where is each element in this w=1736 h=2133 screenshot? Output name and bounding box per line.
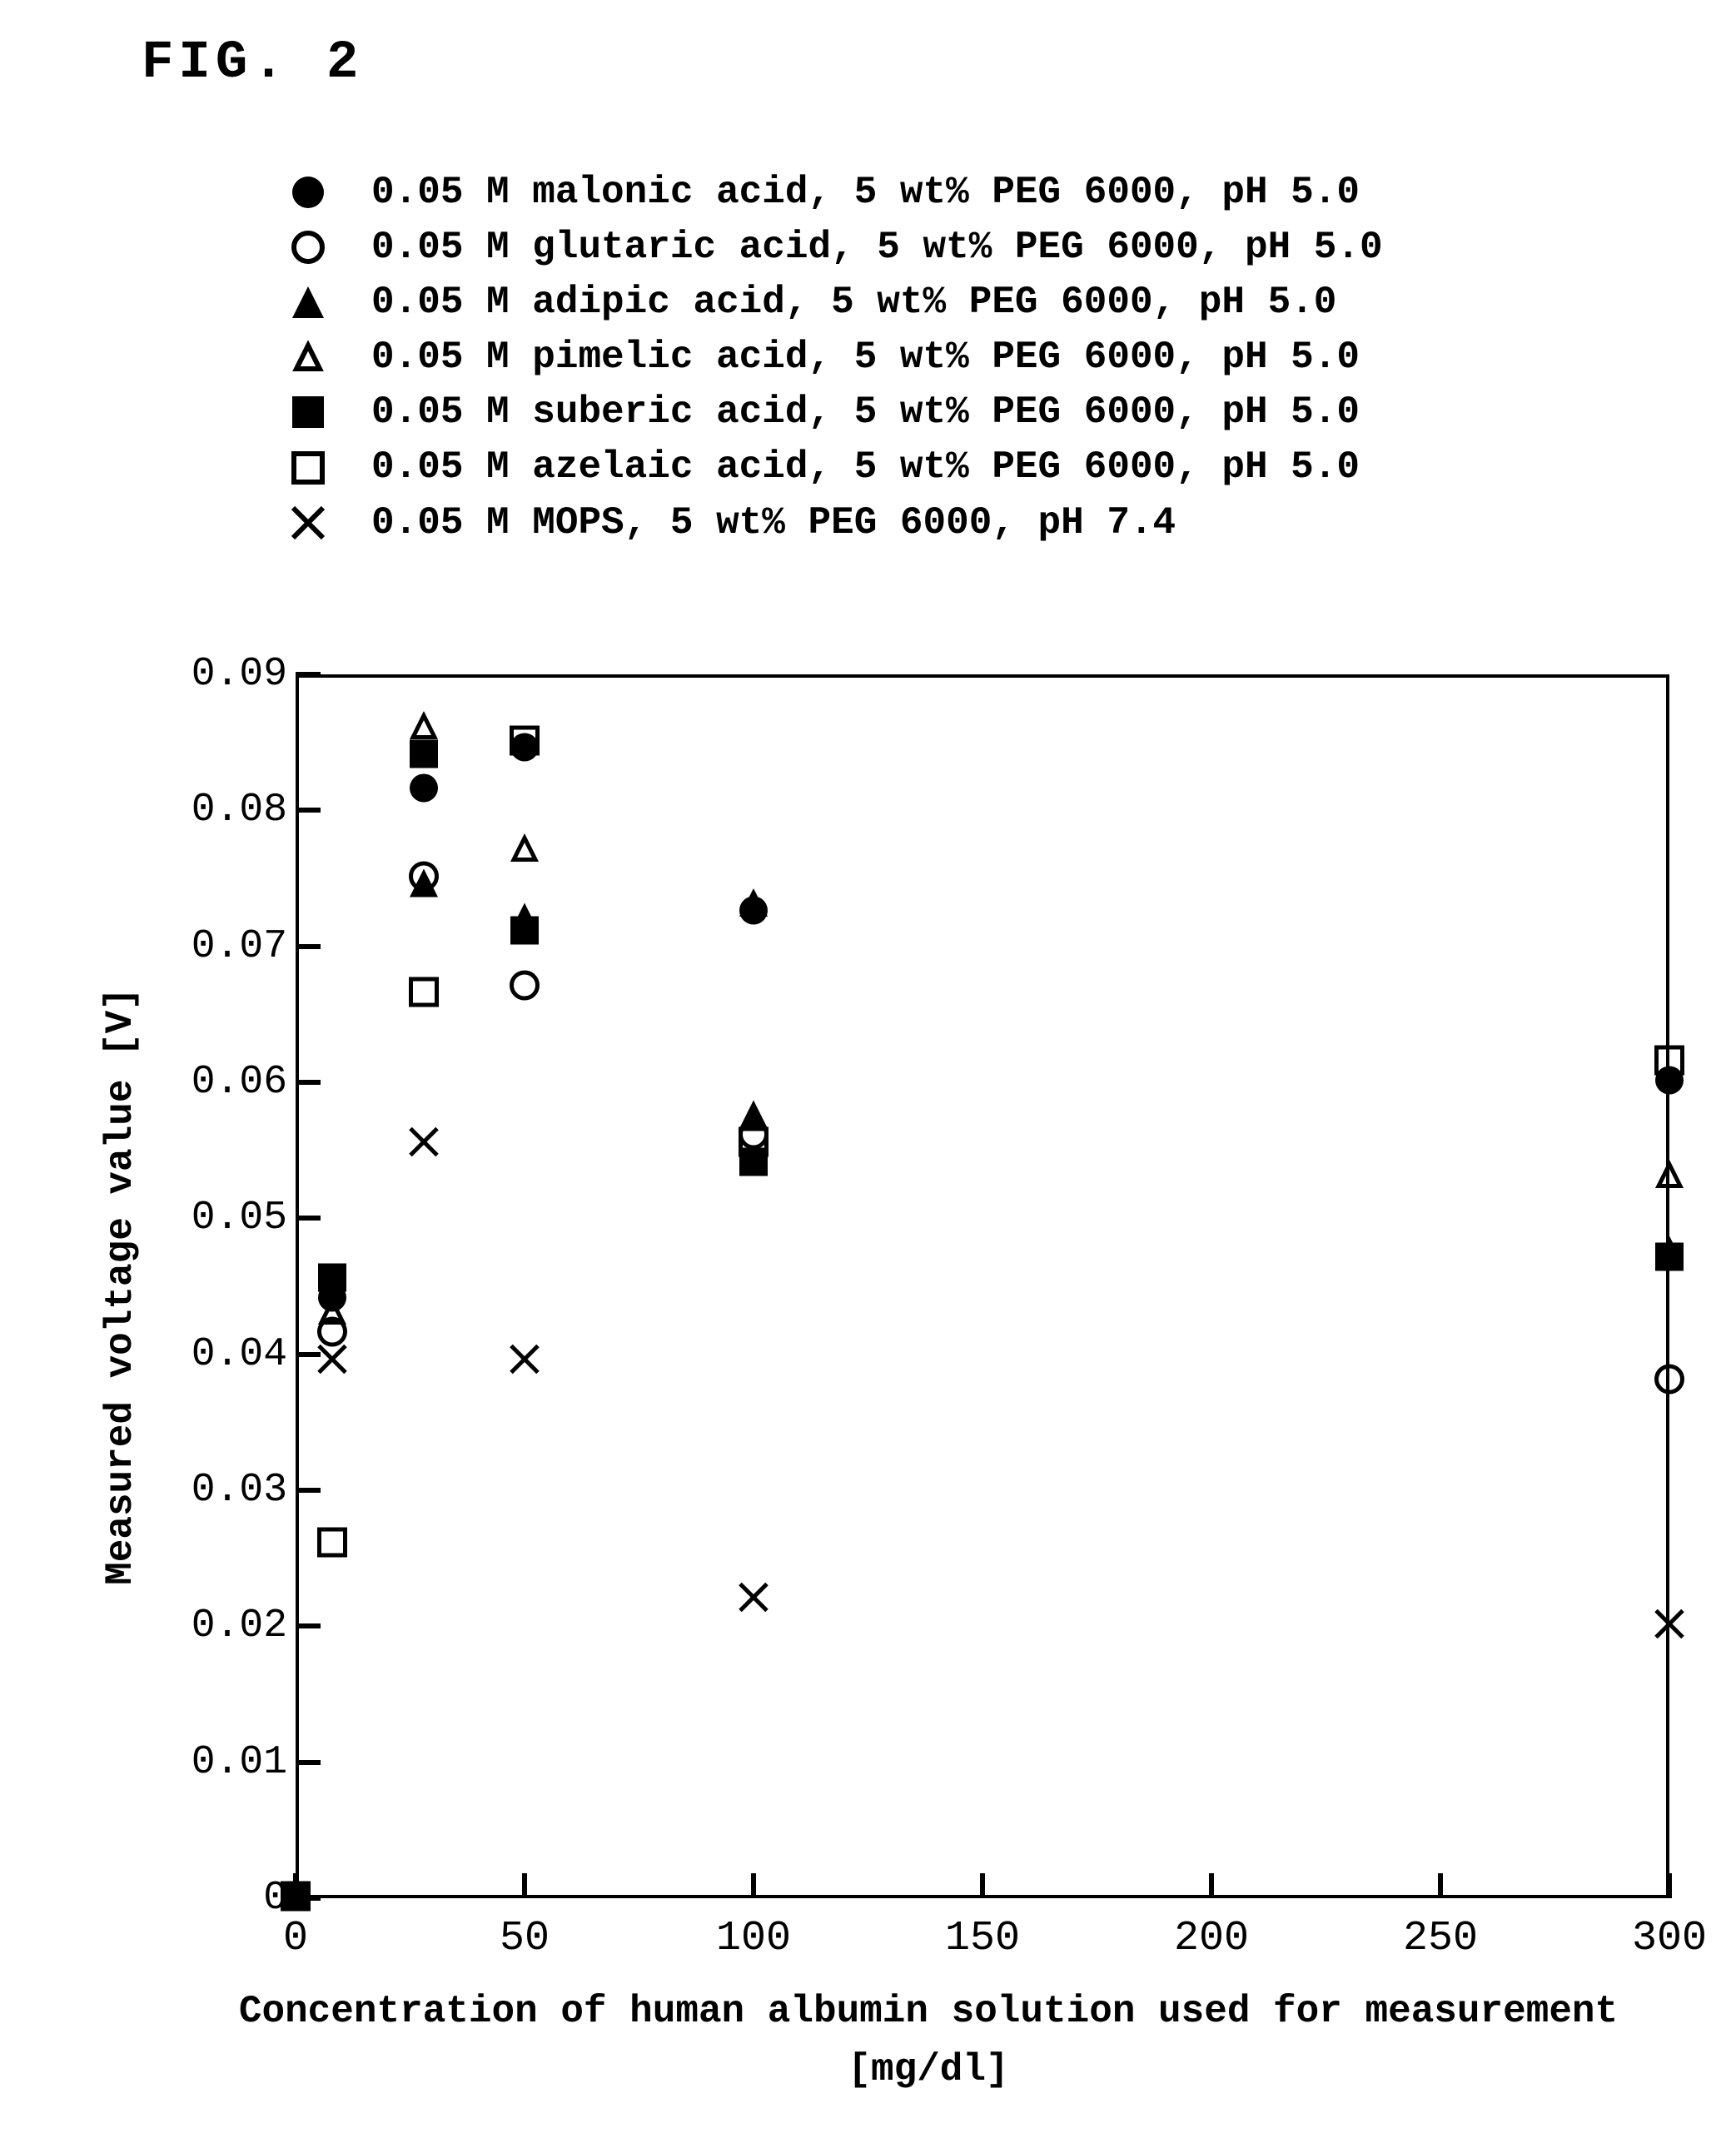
data-point <box>1654 1242 1684 1276</box>
data-point <box>510 1344 540 1378</box>
legend-row: 0.05 M suberic acid, 5 wt% PEG 6000, pH … <box>283 386 1383 438</box>
legend-label: 0.05 M pimelic acid, 5 wt% PEG 6000, pH … <box>371 331 1360 383</box>
x-tick-label: 300 <box>1632 1915 1707 1962</box>
y-tick-label: 0.08 <box>162 788 287 833</box>
legend-marker-icon <box>283 167 333 217</box>
data-point <box>409 773 439 807</box>
y-tick <box>296 1760 321 1765</box>
data-point <box>409 862 439 896</box>
data-point <box>317 1270 347 1304</box>
y-tick <box>296 672 321 677</box>
y-tick-label: 0 <box>162 1876 287 1921</box>
data-point <box>317 1296 347 1330</box>
data-point <box>409 977 439 1011</box>
legend-label: 0.05 M suberic acid, 5 wt% PEG 6000, pH … <box>371 386 1360 438</box>
data-point <box>510 834 540 868</box>
legend-marker-icon <box>283 387 333 437</box>
data-point <box>409 712 439 746</box>
chart-container: Measured voltage value [V] Concentration… <box>129 674 1728 2106</box>
data-point <box>1654 1236 1684 1270</box>
data-point <box>510 970 540 1004</box>
y-tick-label: 0.01 <box>162 1740 287 1785</box>
x-tick-label: 150 <box>945 1915 1020 1962</box>
y-tick <box>296 1623 321 1628</box>
x-tick-label: 100 <box>716 1915 791 1962</box>
legend-row: 0.05 M pimelic acid, 5 wt% PEG 6000, pH … <box>283 331 1383 383</box>
data-point <box>739 1126 769 1161</box>
data-point <box>317 1283 347 1317</box>
legend-label: 0.05 M adipic acid, 5 wt% PEG 6000, pH 5… <box>371 276 1336 328</box>
data-point <box>1654 1161 1684 1195</box>
data-point <box>1654 1609 1684 1643</box>
y-tick <box>296 1488 321 1493</box>
data-point <box>409 868 439 902</box>
legend-label: 0.05 M glutaric acid, 5 wt% PEG 6000, pH… <box>371 221 1383 273</box>
legend-marker-icon <box>283 443 333 493</box>
legend-label: 0.05 M malonic acid, 5 wt% PEG 6000, pH … <box>371 167 1360 218</box>
data-point <box>510 916 540 950</box>
y-tick-label: 0.05 <box>162 1196 287 1241</box>
y-tick-label: 0.02 <box>162 1603 287 1648</box>
data-point <box>510 725 540 759</box>
legend-row: 0.05 M MOPS, 5 wt% PEG 6000, pH 7.4 <box>283 497 1383 549</box>
data-point <box>317 1528 347 1562</box>
x-tick <box>1667 1873 1672 1898</box>
x-tick-label: 250 <box>1403 1915 1478 1962</box>
figure-title: FIG. 2 <box>142 33 363 93</box>
legend-marker-icon <box>283 222 333 272</box>
data-point <box>739 1147 769 1181</box>
x-tick-label: 50 <box>500 1915 550 1962</box>
data-point <box>1654 1045 1684 1079</box>
legend-row: 0.05 M adipic acid, 5 wt% PEG 6000, pH 5… <box>283 276 1383 328</box>
x-tick <box>293 1873 298 1898</box>
data-point <box>510 732 540 766</box>
data-point <box>739 1582 769 1616</box>
y-tick <box>296 944 321 949</box>
x-tick <box>1438 1873 1443 1898</box>
data-point <box>317 1344 347 1378</box>
x-axis-unit: [mg/dl] <box>129 2048 1728 2091</box>
data-point <box>739 888 769 922</box>
legend: 0.05 M malonic acid, 5 wt% PEG 6000, pH … <box>283 167 1383 552</box>
plot-area <box>296 674 1669 1898</box>
legend-row: 0.05 M malonic acid, 5 wt% PEG 6000, pH … <box>283 167 1383 218</box>
legend-marker-icon <box>283 277 333 327</box>
legend-row: 0.05 M glutaric acid, 5 wt% PEG 6000, pH… <box>283 221 1383 273</box>
x-axis-title: Concentration of human albumin solution … <box>129 1990 1728 2033</box>
x-tick <box>522 1873 527 1898</box>
legend-label: 0.05 M azelaic acid, 5 wt% PEG 6000, pH … <box>371 441 1360 493</box>
page-root: FIG. 2 0.05 M malonic acid, 5 wt% PEG 60… <box>0 0 1736 2133</box>
y-tick <box>296 808 321 813</box>
x-tick-label: 0 <box>283 1915 308 1962</box>
data-point <box>739 1120 769 1154</box>
y-tick <box>296 1080 321 1085</box>
data-point <box>409 739 439 773</box>
legend-row: 0.05 M azelaic acid, 5 wt% PEG 6000, pH … <box>283 441 1383 493</box>
x-tick-label: 200 <box>1174 1915 1249 1962</box>
data-point <box>1654 1066 1684 1100</box>
y-tick <box>296 1216 321 1221</box>
legend-label: 0.05 M MOPS, 5 wt% PEG 6000, pH 7.4 <box>371 497 1176 549</box>
plot-border <box>296 674 1669 1898</box>
x-tick <box>1209 1873 1214 1898</box>
y-tick-label: 0.04 <box>162 1332 287 1377</box>
legend-marker-icon <box>283 332 333 382</box>
y-tick-label: 0.06 <box>162 1060 287 1105</box>
data-point <box>317 1317 347 1351</box>
x-tick <box>751 1873 756 1898</box>
x-tick <box>980 1873 985 1898</box>
y-axis-title: Measured voltage value [V] <box>99 987 142 1585</box>
y-tick <box>296 1352 321 1357</box>
data-point <box>1654 1365 1684 1399</box>
y-tick <box>296 1896 321 1901</box>
data-point <box>409 1126 439 1161</box>
y-tick-label: 0.07 <box>162 924 287 969</box>
y-tick-label: 0.03 <box>162 1468 287 1513</box>
data-point <box>739 895 769 929</box>
data-point <box>510 902 540 937</box>
data-point <box>317 1262 347 1296</box>
legend-marker-icon <box>283 498 333 548</box>
y-tick-label: 0.09 <box>162 652 287 697</box>
data-point <box>739 1099 769 1133</box>
